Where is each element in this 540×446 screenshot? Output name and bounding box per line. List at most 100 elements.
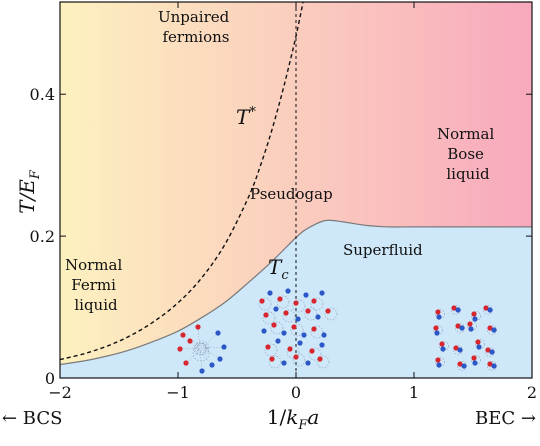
red-fermion	[317, 356, 323, 362]
blue-fermion	[472, 316, 478, 322]
blue-fermion	[436, 362, 442, 368]
blue-fermion	[281, 360, 287, 366]
blue-fermion	[305, 360, 311, 366]
x-axis-ticks: −2 −1 0 1 2	[48, 2, 537, 402]
x-tick-label: −1	[166, 383, 190, 402]
pair-outline	[324, 307, 338, 321]
red-fermion	[485, 347, 491, 353]
bcs-side-label: ← BCS	[2, 408, 62, 429]
red-fermion	[435, 309, 441, 315]
pair-outline	[292, 299, 306, 313]
pair-outline	[264, 343, 278, 357]
red-fermion	[180, 332, 186, 338]
red-fermion	[287, 346, 293, 352]
bec-side-label: BEC →	[475, 408, 536, 429]
red-fermion	[311, 326, 317, 332]
red-fermion	[283, 310, 289, 316]
normal-bose-liquid-label: Normal Bose liquid	[437, 125, 499, 183]
blue-fermion	[275, 338, 281, 344]
red-fermion	[263, 312, 269, 318]
blue-fermion	[491, 363, 497, 369]
superfluid-region	[60, 220, 532, 378]
blue-fermion	[221, 344, 227, 350]
red-fermion	[293, 300, 299, 306]
blue-fermion	[491, 327, 497, 333]
blue-fermion	[472, 360, 478, 366]
red-fermion	[271, 322, 277, 328]
y-axis-ticks: 0 0.2 0.4	[30, 85, 532, 388]
x-tick-label: 0	[291, 383, 301, 402]
blue-fermion	[455, 307, 461, 313]
y-tick-label: 0.4	[30, 85, 55, 104]
blue-fermion	[199, 368, 205, 374]
red-fermion	[277, 296, 283, 302]
red-fermion	[195, 324, 201, 330]
pair-outline	[292, 353, 306, 367]
pair-link	[197, 326, 203, 372]
pair-outline	[276, 295, 290, 309]
blue-fermion	[315, 314, 321, 320]
blue-fermion	[489, 349, 495, 355]
pair-outline	[192, 344, 210, 362]
tc-curve	[59, 219, 532, 366]
red-fermion	[433, 325, 439, 331]
red-fermion	[305, 308, 311, 314]
blue-fermion	[215, 330, 221, 336]
blue-fermion	[436, 314, 442, 320]
blue-fermion	[476, 344, 482, 350]
blue-fermion	[303, 292, 309, 298]
superfluid-label: Superfluid	[343, 241, 423, 259]
x-axis-label: 1/kFa	[267, 405, 320, 433]
blue-fermion	[487, 307, 493, 313]
red-fermion	[453, 345, 459, 351]
red-fermion	[259, 298, 265, 304]
red-fermion	[293, 354, 299, 360]
pair-outline	[282, 309, 296, 323]
x-tick-label: 2	[527, 383, 537, 402]
red-fermion	[487, 325, 493, 331]
red-fermion	[183, 360, 189, 366]
t-star-curve	[60, 2, 304, 361]
red-fermion	[471, 355, 477, 361]
blue-fermion	[295, 316, 301, 322]
red-fermion	[439, 341, 445, 347]
pair-link	[179, 346, 225, 350]
t-star-label: T*	[236, 105, 256, 129]
red-fermion	[187, 338, 193, 344]
red-fermion	[309, 348, 315, 354]
blue-fermion	[468, 326, 474, 332]
pair-outline	[270, 321, 284, 335]
pair-outline	[310, 325, 324, 339]
red-fermion	[435, 357, 441, 363]
blue-fermion	[301, 332, 307, 338]
blue-fermion	[267, 290, 273, 296]
blue-fermion	[461, 363, 467, 369]
red-fermion	[311, 298, 317, 304]
normal-fermi-liquid-label: Normal Fermi liquid	[65, 256, 127, 314]
x-tick-label: 1	[409, 383, 419, 402]
pseudogap-label: Pseudogap	[250, 185, 333, 203]
red-fermion	[177, 346, 183, 352]
blue-fermion	[440, 346, 446, 352]
blue-fermion	[434, 330, 440, 336]
pair-link	[189, 340, 213, 366]
red-fermion	[487, 361, 493, 367]
red-fermion	[451, 305, 457, 311]
blue-fermion	[273, 306, 279, 312]
blue-fermion	[321, 332, 327, 338]
blue-fermion	[457, 347, 463, 353]
pair-outline	[308, 347, 322, 361]
red-fermion	[291, 324, 297, 330]
blue-fermion	[281, 330, 287, 336]
red-fermion	[455, 323, 461, 329]
blue-fermion	[319, 342, 325, 348]
pair-outline	[310, 297, 324, 311]
y-axis-label: T/EF	[15, 169, 43, 214]
bec-molecules-illustration	[433, 305, 497, 371]
red-fermion	[467, 321, 473, 327]
blue-fermion	[261, 328, 267, 334]
blue-fermion	[459, 325, 465, 331]
pair-outline	[262, 311, 276, 325]
